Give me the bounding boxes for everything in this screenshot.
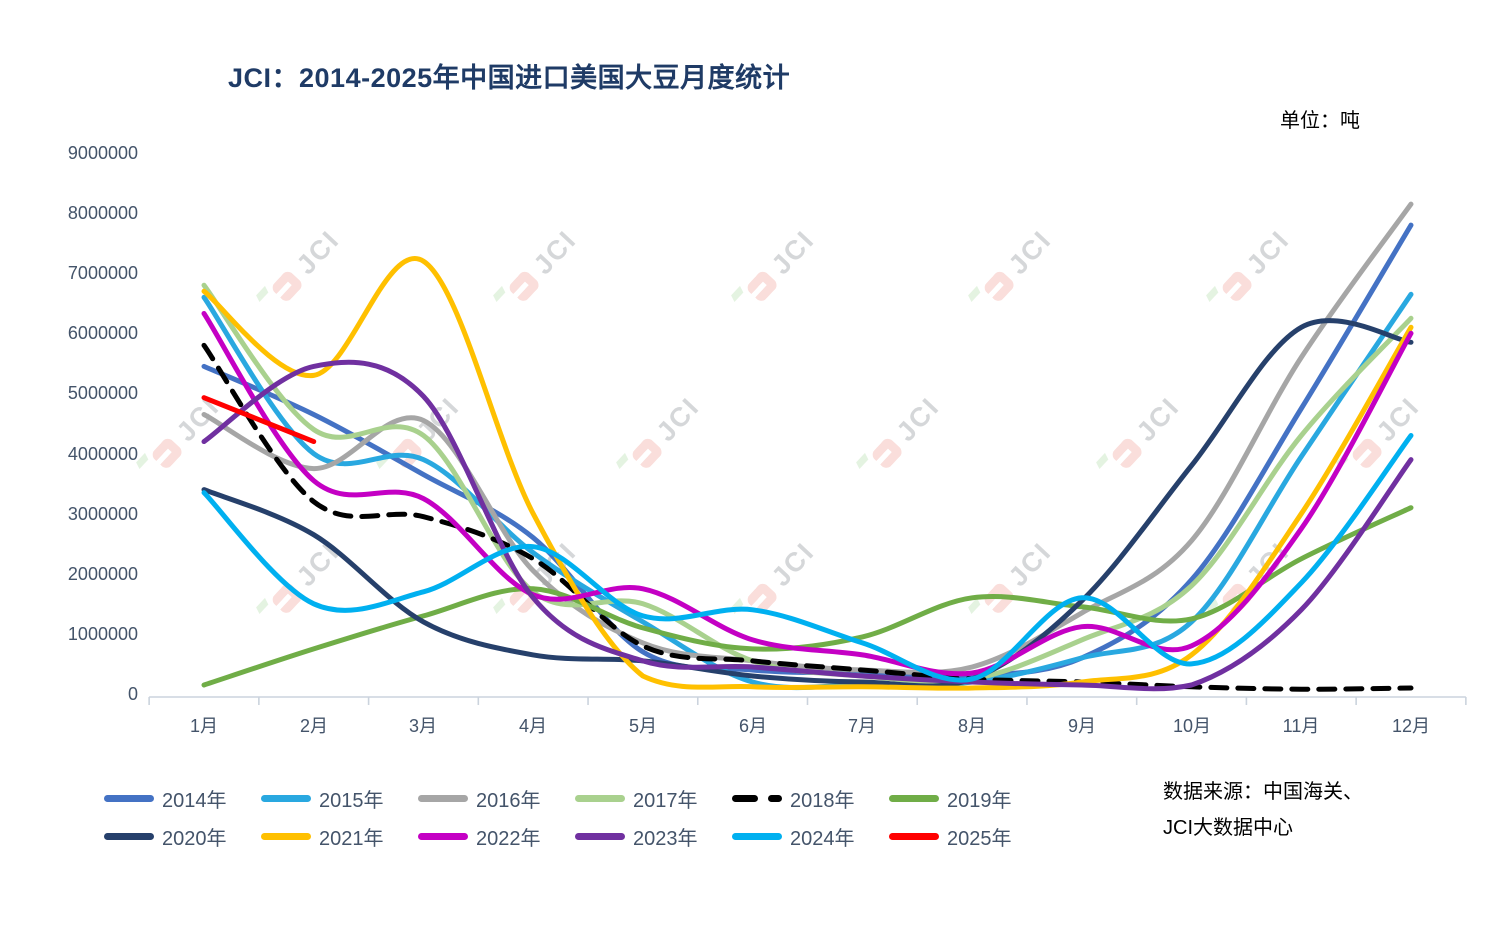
chart-line-2018年	[201, 342, 1414, 692]
x-axis-label: 4月	[518, 716, 547, 736]
legend-item: 2022年	[418, 823, 541, 850]
data-source-text: 数据来源：中国海关、 JCI大数据中心	[1163, 774, 1363, 846]
x-axis-label: 6月	[738, 716, 767, 736]
chart-line-2022年	[201, 310, 1414, 677]
y-axis-label: 5000000	[67, 383, 138, 403]
legend-label: 2020年	[162, 827, 227, 850]
legend-item: 2023年	[575, 823, 698, 850]
chart-line-2025年	[201, 395, 317, 445]
x-axis-label: 11月	[1282, 716, 1320, 736]
y-axis-label: 2000000	[67, 564, 138, 584]
data-source-line-1: 数据来源：中国海关、	[1163, 781, 1363, 803]
legend-item: 2016年	[418, 785, 541, 812]
y-axis-label: 0	[127, 684, 138, 704]
legend-label: 2018年	[790, 789, 855, 812]
chart-line-2023年	[201, 359, 1414, 692]
x-axis-label: 8月	[957, 716, 986, 736]
legend-item: 2019年	[889, 785, 1012, 812]
chart-line-2024年	[201, 433, 1414, 683]
legend-item: 2018年	[732, 785, 855, 812]
x-axis-label: 3月	[408, 716, 437, 736]
y-axis-label: 3000000	[67, 504, 138, 524]
legend-item: 2020年	[104, 823, 227, 850]
legend-item: 2025年	[889, 823, 1012, 850]
legend-swatch	[261, 794, 311, 802]
legend-label: 2024年	[790, 827, 855, 850]
legend-swatch	[575, 794, 625, 802]
legend-swatch	[732, 832, 782, 840]
legend-swatch	[889, 794, 939, 802]
legend-label: 2021年	[319, 827, 384, 850]
legend-swatch	[732, 794, 782, 802]
data-source-line-2: JCI大数据中心	[1163, 817, 1293, 839]
x-axis-label: 1月	[189, 716, 218, 736]
legend-swatch	[104, 832, 154, 840]
legend-swatch	[418, 794, 468, 802]
x-axis-label: 7月	[847, 716, 876, 736]
unit-label: 单位：吨	[1280, 110, 1360, 132]
legend-label: 2015年	[319, 789, 384, 812]
chart-line-2020年	[201, 318, 1414, 689]
y-axis-label: 9000000	[67, 143, 138, 163]
y-axis-label: 8000000	[67, 203, 138, 223]
x-axis-label: 10月	[1172, 716, 1212, 736]
legend-swatch	[261, 832, 311, 840]
x-axis-label: 12月	[1391, 716, 1431, 736]
legend-item: 2014年	[104, 785, 227, 812]
legend-label: 2022年	[476, 827, 541, 850]
legend-swatch	[418, 832, 468, 840]
legend-label: 2014年	[162, 789, 227, 812]
legend-swatch	[104, 794, 154, 802]
x-axis-label: 9月	[1067, 716, 1096, 736]
legend-label: 2025年	[947, 827, 1012, 850]
legend-label: 2017年	[633, 789, 698, 812]
y-axis-label: 7000000	[67, 263, 138, 283]
legend-label: 2023年	[633, 827, 698, 850]
legend-label: 2016年	[476, 789, 541, 812]
chart-line-2014年	[201, 222, 1414, 680]
y-axis-label: 1000000	[67, 624, 138, 644]
legend-item: 2024年	[732, 823, 855, 850]
legend-item: 2015年	[261, 785, 384, 812]
y-axis-label: 4000000	[67, 444, 138, 464]
legend-swatch	[889, 832, 939, 840]
x-axis-label: 5月	[628, 716, 657, 736]
x-axis-label: 2月	[299, 716, 328, 736]
y-axis-label: 6000000	[67, 323, 138, 343]
page-title: JCI：2014-2025年中国进口美国大豆月度统计	[228, 63, 791, 93]
legend-swatch	[575, 832, 625, 840]
legend-label: 2019年	[947, 789, 1012, 812]
legend-item: 2017年	[575, 785, 698, 812]
legend-item: 2021年	[261, 823, 384, 850]
